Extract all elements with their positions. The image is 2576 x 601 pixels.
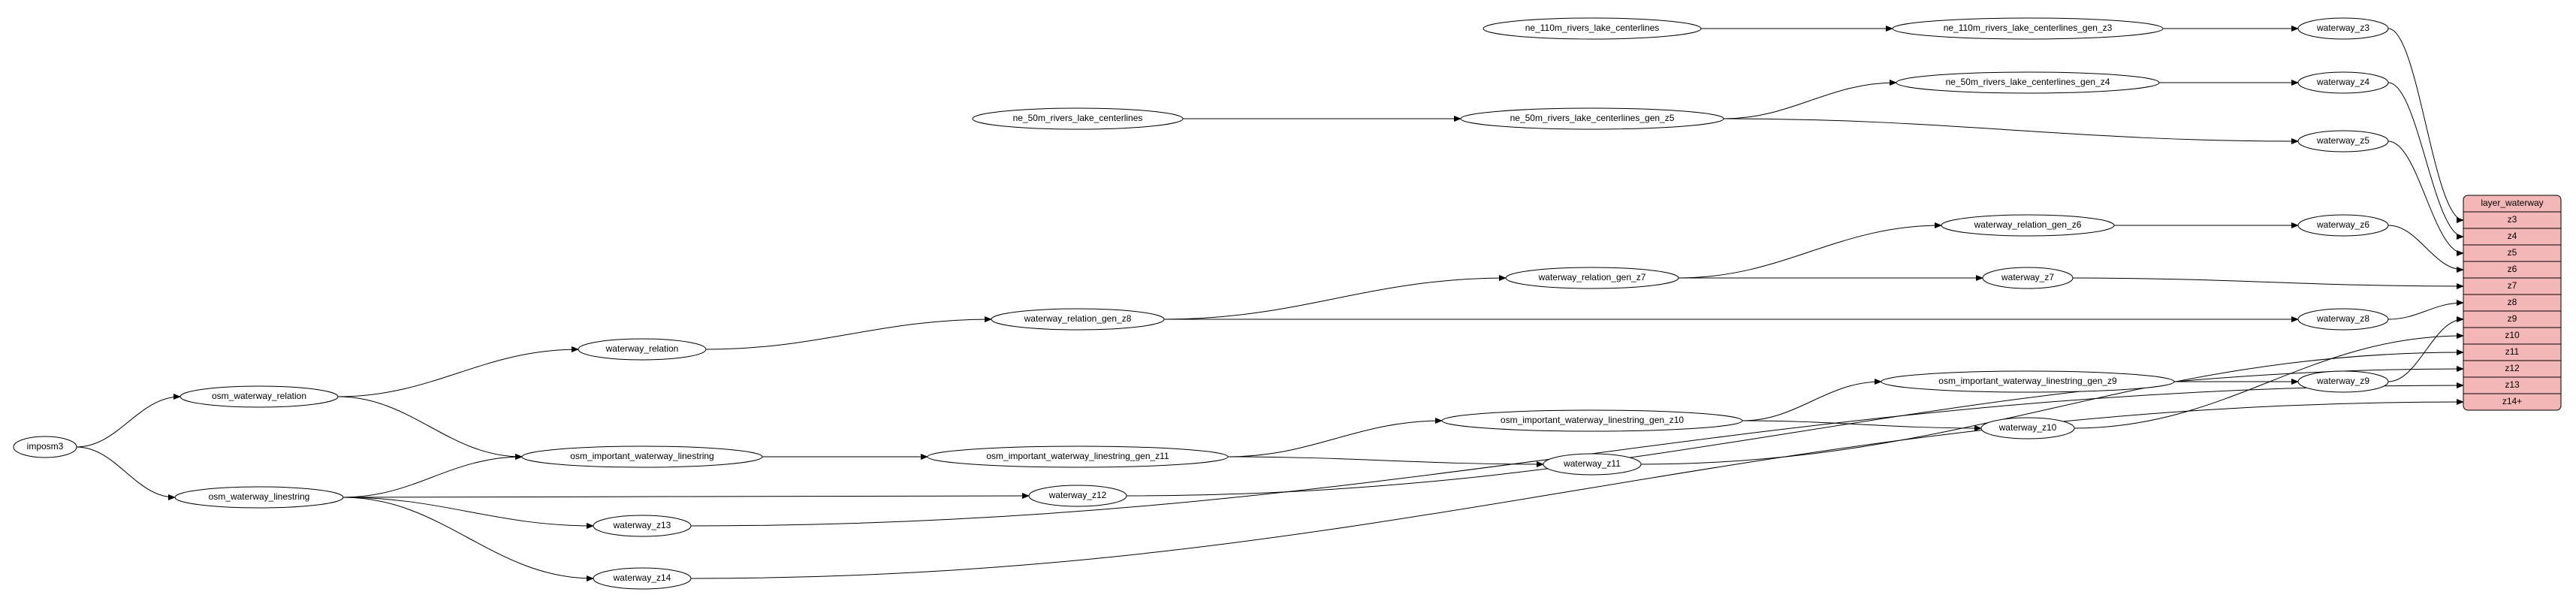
node-waterway_z10: waterway_z10 — [1981, 418, 2074, 439]
edge-waterway_z7-row4 — [2073, 278, 2463, 286]
node-osm_important_waterway_linestring_gen_z11: osm_important_waterway_linestring_gen_z1… — [928, 446, 1228, 467]
node-waterway_z4: waterway_z4 — [2298, 72, 2388, 93]
record-row-z4: z4 — [2508, 231, 2517, 241]
edge-osm_waterway_relation-waterway_relation — [338, 349, 578, 397]
node-label-waterway_relation: waterway_relation — [605, 343, 679, 354]
edge-waterway_z12-row9 — [1127, 369, 2463, 496]
record-row-z6: z6 — [2508, 264, 2517, 274]
record-row-z5: z5 — [2508, 247, 2517, 258]
node-osm_important_waterway_linestring: osm_important_waterway_linestring — [522, 446, 762, 467]
record-layer-waterway: layer_waterway z3 z4 z5 z6 z7 z8 z9 z10 z11 z12 z13… — [2463, 195, 2561, 410]
node-label-waterway_z3: waterway_z3 — [2316, 23, 2369, 33]
node-osm_important_waterway_linestring_gen_z9: osm_important_waterway_linestring_gen_z9 — [1881, 371, 2174, 392]
node-label-waterway_z9: waterway_z9 — [2316, 376, 2369, 386]
record-title: layer_waterway — [2481, 198, 2543, 208]
edge-waterway_relation-waterway_relation_gen_z8 — [706, 319, 991, 349]
edge-ne_50m_rivers_lake_centerlines_gen_z5-ne_50m_rivers_lake_centerlines_gen_z4 — [1724, 83, 1896, 119]
node-label-ne_110m_rivers_lake_centerlines_gen_z3: ne_110m_rivers_lake_centerlines_gen_z3 — [1944, 23, 2113, 33]
node-label-waterway_z7: waterway_z7 — [2001, 272, 2054, 282]
node-ne_50m_rivers_lake_centerlines_gen_z5: ne_50m_rivers_lake_centerlines_gen_z5 — [1461, 108, 1724, 129]
node-label-waterway_z12: waterway_z12 — [1048, 490, 1107, 500]
node-waterway_z3: waterway_z3 — [2298, 18, 2388, 39]
node-waterway_relation_gen_z6: waterway_relation_gen_z6 — [1941, 215, 2114, 236]
node-label-imposm3: imposm3 — [27, 441, 64, 452]
edge-osm_waterway_relation-osm_important_waterway_linestring — [338, 397, 522, 457]
node-label-waterway_relation_gen_z7: waterway_relation_gen_z7 — [1538, 272, 1646, 282]
node-waterway_z8: waterway_z8 — [2298, 309, 2388, 330]
node-waterway_z11: waterway_z11 — [1543, 454, 1641, 475]
node-waterway_z14: waterway_z14 — [593, 568, 691, 589]
node-ne_50m_rivers_lake_centerlines_gen_z4: ne_50m_rivers_lake_centerlines_gen_z4 — [1896, 72, 2159, 93]
node-waterway_z5: waterway_z5 — [2298, 131, 2388, 152]
node-waterway_relation_gen_z7: waterway_relation_gen_z7 — [1506, 267, 1679, 288]
node-waterway_relation: waterway_relation — [578, 339, 706, 360]
node-label-osm_important_waterway_linestring_gen_z10: osm_important_waterway_linestring_gen_z1… — [1501, 415, 1684, 425]
record-row-z3: z3 — [2508, 214, 2517, 225]
record-row-z13: z13 — [2505, 379, 2520, 390]
node-label-waterway_z8: waterway_z8 — [2316, 313, 2369, 324]
node-ne_110m_rivers_lake_centerlines_gen_z3: ne_110m_rivers_lake_centerlines_gen_z3 — [1893, 18, 2163, 39]
node-waterway_z6: waterway_z6 — [2298, 215, 2388, 236]
node-label-waterway_z14: waterway_z14 — [613, 572, 671, 583]
node-waterway_relation_gen_z8: waterway_relation_gen_z8 — [991, 309, 1164, 330]
node-label-ne_110m_rivers_lake_centerlines: ne_110m_rivers_lake_centerlines — [1525, 23, 1660, 33]
edge-waterway_z3-row0 — [2388, 29, 2463, 220]
node-label-waterway_z13: waterway_z13 — [613, 520, 671, 530]
node-label-ne_50m_rivers_lake_centerlines: ne_50m_rivers_lake_centerlines — [1013, 113, 1143, 123]
record-row-z9: z9 — [2508, 313, 2517, 324]
edge-waterway_z11-row8 — [1641, 352, 2463, 464]
edge-osm_waterway_linestring-waterway_z12 — [343, 496, 1029, 497]
node-label-osm_important_waterway_linestring_gen_z11: osm_important_waterway_linestring_gen_z1… — [986, 451, 1169, 461]
node-label-waterway_relation_gen_z6: waterway_relation_gen_z6 — [1974, 219, 2082, 230]
node-label-osm_important_waterway_linestring: osm_important_waterway_linestring — [570, 451, 713, 461]
node-waterway_z13: waterway_z13 — [593, 515, 691, 536]
edge-imposm3-osm_waterway_relation — [77, 397, 180, 447]
node-waterway_z12: waterway_z12 — [1029, 485, 1127, 506]
edge-waterway_z4-row1 — [2388, 83, 2463, 237]
record-row-z8: z8 — [2508, 297, 2517, 307]
record-row-z14+: z14+ — [2502, 396, 2522, 406]
edge-osm_important_waterway_linestring_gen_z11-osm_important_waterway_linestring_gen_z10 — [1228, 421, 1442, 457]
edge-waterway_z8-row5 — [2388, 303, 2463, 319]
edge-waterway_z5-row2 — [2388, 141, 2463, 253]
node-label-waterway_relation_gen_z8: waterway_relation_gen_z8 — [1024, 313, 1132, 324]
node-osm_waterway_linestring: osm_waterway_linestring — [175, 487, 343, 508]
node-label-waterway_z4: waterway_z4 — [2316, 77, 2369, 87]
node-label-waterway_z5: waterway_z5 — [2316, 135, 2369, 146]
record-row-z12: z12 — [2505, 363, 2520, 373]
edge-ne_50m_rivers_lake_centerlines_gen_z5-waterway_z5 — [1724, 119, 2298, 141]
node-label-waterway_z10: waterway_z10 — [1998, 422, 2057, 433]
edge-waterway_relation_gen_z7-waterway_relation_gen_z6 — [1679, 225, 1941, 278]
edge-osm_important_waterway_linestring_gen_z11-waterway_z11 — [1228, 457, 1543, 464]
edge-osm_waterway_linestring-waterway_z14 — [343, 497, 593, 578]
node-label-osm_important_waterway_linestring_gen_z9: osm_important_waterway_linestring_gen_z9 — [1938, 376, 2117, 386]
record-row-z10: z10 — [2505, 330, 2520, 340]
node-waterway_z7: waterway_z7 — [1983, 267, 2073, 288]
node-label-waterway_z6: waterway_z6 — [2316, 219, 2369, 230]
node-label-osm_waterway_linestring: osm_waterway_linestring — [209, 491, 310, 502]
record-row-z7: z7 — [2508, 280, 2517, 291]
record-row-z11: z11 — [2505, 346, 2520, 357]
edge-osm_important_waterway_linestring_gen_z10-osm_important_waterway_linestring_gen_z9 — [1742, 382, 1881, 421]
edge-osm_waterway_linestring-osm_important_waterway_linestring — [343, 457, 522, 497]
node-osm_waterway_relation: osm_waterway_relation — [180, 386, 338, 407]
node-imposm3: imposm3 — [14, 436, 77, 458]
node-waterway_z9: waterway_z9 — [2298, 371, 2388, 392]
node-label-ne_50m_rivers_lake_centerlines_gen_z5: ne_50m_rivers_lake_centerlines_gen_z5 — [1510, 113, 1675, 123]
node-ne_110m_rivers_lake_centerlines: ne_110m_rivers_lake_centerlines — [1483, 18, 1701, 39]
node-label-ne_50m_rivers_lake_centerlines_gen_z4: ne_50m_rivers_lake_centerlines_gen_z4 — [1946, 77, 2110, 87]
edge-waterway_relation_gen_z8-waterway_relation_gen_z7 — [1164, 278, 1506, 319]
node-ne_50m_rivers_lake_centerlines: ne_50m_rivers_lake_centerlines — [973, 108, 1183, 129]
edge-imposm3-osm_waterway_linestring — [77, 447, 175, 497]
node-label-osm_waterway_relation: osm_waterway_relation — [212, 391, 306, 401]
node-osm_important_waterway_linestring_gen_z10: osm_important_waterway_linestring_gen_z1… — [1442, 410, 1742, 431]
dependency-graph: imposm3 osm_waterway_relation osm_waterway… — [0, 0, 2576, 601]
node-label-waterway_z11: waterway_z11 — [1563, 458, 1621, 469]
edge-waterway_z9-row6 — [2388, 319, 2463, 382]
